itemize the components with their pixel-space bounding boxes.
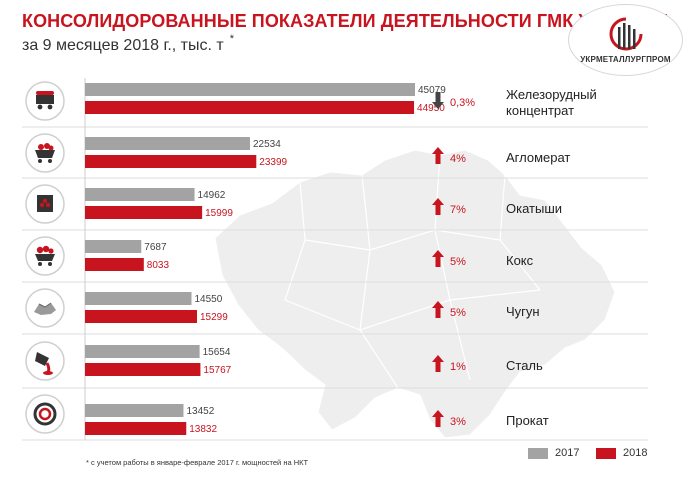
bar-2018: [85, 101, 415, 114]
change-percent-label: 1%: [450, 361, 466, 373]
sinter-wagon-icon: [25, 133, 65, 173]
arrow-up-icon: [432, 250, 444, 267]
data-label-2017: 45079: [418, 85, 446, 96]
data-label-2018: 15299: [200, 312, 228, 323]
logo-text: УКРМЕТАЛЛУРГПРОМ: [580, 55, 671, 64]
legend-swatch-2018: [596, 448, 616, 459]
category-label: Сталь: [506, 358, 543, 373]
category-label: Кокс: [506, 253, 534, 268]
bar-2017: [85, 345, 200, 358]
category-label-line2: концентрат: [506, 103, 574, 118]
bar-2017: [85, 137, 250, 150]
arrow-up-icon: [432, 147, 444, 164]
data-label-2018: 44950: [417, 103, 445, 114]
change-percent-label: 7%: [450, 204, 466, 216]
bar-2018: [85, 363, 201, 376]
legend-swatch-2017: [528, 448, 548, 459]
ore-wagon-icon: [25, 81, 65, 121]
arrow-up-icon: [432, 355, 444, 372]
change-percent-label: 5%: [450, 256, 466, 268]
data-label-2018: 8033: [147, 260, 170, 271]
data-label-2018: 15999: [205, 208, 233, 219]
change-percent-label: 0,3%: [450, 97, 475, 109]
category-label: Окатыши: [506, 201, 562, 216]
ukraine-map-background: [214, 149, 616, 439]
subtitle-footnote-mark: *: [229, 33, 234, 45]
data-label-2018: 13832: [189, 424, 217, 435]
legend-label-2018: 2018: [623, 447, 648, 459]
arrow-down-icon: [432, 92, 444, 109]
bar-2017: [85, 83, 415, 96]
data-label-2017: 14550: [195, 294, 223, 305]
steel-ladle-icon: [25, 341, 65, 381]
bar-2017: [85, 240, 142, 253]
category-label: Прокат: [506, 413, 549, 428]
footnote: * с учетом работы в январе-феврале 2017 …: [86, 458, 309, 467]
data-label-2017: 13452: [186, 406, 214, 417]
chart-subtitle: за 9 месяцев 2018 г., тыс. т *: [22, 33, 234, 55]
change-percent-label: 5%: [450, 307, 466, 319]
bar-2018: [85, 310, 197, 323]
pellet-bag-icon: [25, 184, 65, 224]
bar-2018: [85, 206, 203, 219]
steel-coil-icon: [25, 394, 65, 434]
change-percent-label: 3%: [450, 416, 466, 428]
category-label: Агломерат: [506, 150, 570, 165]
subtitle-text: за 9 месяцев 2018 г., тыс. т: [22, 37, 224, 54]
arrow-up-icon: [432, 301, 444, 318]
bar-2018: [85, 258, 144, 271]
logo-emblem-icon: [609, 17, 643, 51]
coke-wagon-icon: [25, 236, 65, 276]
data-label-2017: 14962: [198, 190, 226, 201]
data-label-2017: 15654: [203, 347, 231, 358]
row-separators: [22, 126, 648, 441]
bar-2017: [85, 292, 192, 305]
data-label-2017: 22534: [253, 139, 281, 150]
arrow-up-icon: [432, 410, 444, 427]
category-label: Чугун: [506, 304, 540, 319]
category-label: Железорудный: [506, 87, 597, 102]
data-label-2017: 7687: [144, 242, 167, 253]
company-logo: УКРМЕТАЛЛУРГПРОМ: [568, 4, 683, 76]
data-label-2018: 15767: [203, 365, 231, 376]
legend-label-2017: 2017: [555, 447, 580, 459]
arrow-up-icon: [432, 198, 444, 215]
chart-title: КОНСОЛИДОРОВАННЫЕ ПОКАЗАТЕЛИ ДЕЯТЕЛЬНОСТ…: [22, 11, 669, 31]
bar-2018: [85, 422, 187, 435]
bar-2017: [85, 404, 184, 417]
pig-iron-icon: [25, 288, 65, 328]
bar-2017: [85, 188, 195, 201]
change-percent-label: 4%: [450, 153, 466, 165]
bar-2018: [85, 155, 257, 168]
data-label-2018: 23399: [259, 157, 287, 168]
